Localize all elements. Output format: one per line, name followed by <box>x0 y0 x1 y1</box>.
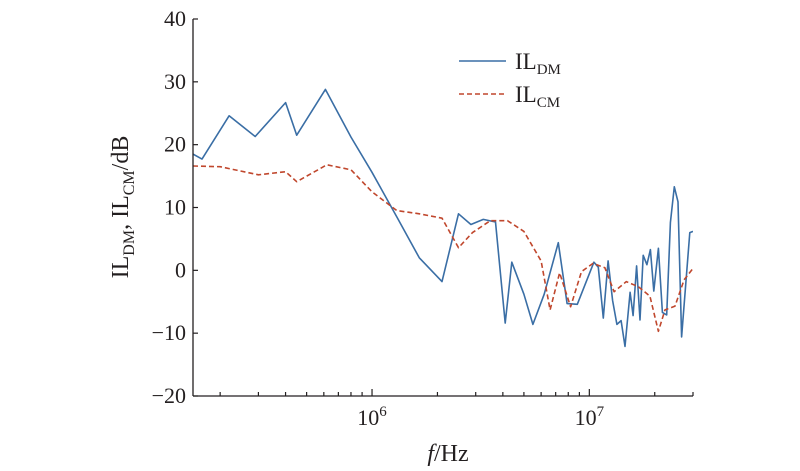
x-axis-label: f/Hz <box>427 441 468 467</box>
series-line-il-dm <box>193 88 693 348</box>
y-tick-label: −10 <box>152 320 186 345</box>
legend-label: ILCM <box>515 82 560 111</box>
legend: ILDM ILCM <box>459 49 561 111</box>
legend-label: ILDM <box>515 49 561 78</box>
y-tick-label: 30 <box>164 69 186 94</box>
y-tick-label: 40 <box>164 6 186 31</box>
y-tick-label: 10 <box>164 195 186 220</box>
x-tick-label: 106 <box>357 404 387 430</box>
plot-area <box>193 88 693 348</box>
series-line-il-cm <box>193 164 693 333</box>
axes: −20 −10 0 10 20 30 40 106 107 <box>152 6 694 430</box>
x-tick-label: 107 <box>575 404 605 430</box>
y-tick-label: 0 <box>175 257 186 282</box>
y-tick-label: 20 <box>164 132 186 157</box>
y-tick-label: −20 <box>152 383 186 408</box>
y-axis-label: ILDM, ILCM/dB <box>108 136 138 279</box>
